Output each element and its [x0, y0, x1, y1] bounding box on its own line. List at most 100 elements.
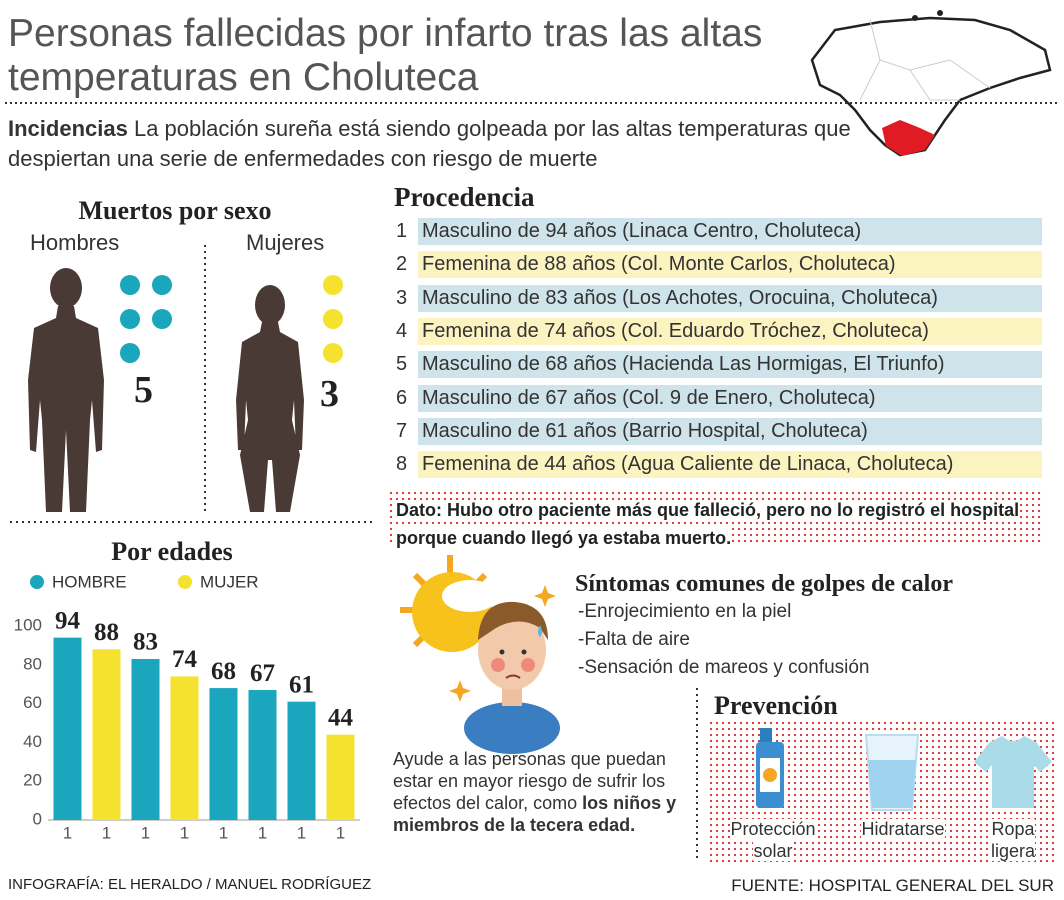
- origin-row: 7 Masculino de 61 años (Barrio Hospital, …: [396, 417, 1046, 445]
- title-line: temperaturas en Choluteca: [8, 56, 479, 99]
- origin-row: 4 Femenina de 74 años (Col. Eduardo Tróch…: [396, 317, 1046, 345]
- intro-text: La población sureña está siendo golpeada…: [8, 116, 851, 171]
- row-number: 4: [396, 319, 408, 342]
- legend-label: MUJER: [200, 572, 259, 591]
- group-label: Mujeres: [246, 230, 325, 255]
- prevention-item: Hidratarse: [843, 818, 963, 840]
- row-number: 1: [396, 220, 408, 242]
- origin-row: 5 Masculino de 68 años (Hacienda Las Horm…: [396, 351, 1046, 379]
- row-number: 7: [396, 419, 408, 442]
- woman-silhouette: [236, 285, 304, 512]
- value-label: 67: [250, 660, 275, 687]
- note-text: Dato: Hubo otro paciente más que falleci…: [396, 500, 1020, 548]
- row-text: Masculino de 67 años (Col. 9 de Enero, C…: [418, 384, 1042, 412]
- group-label: Hombres: [30, 230, 120, 255]
- row-number: 5: [396, 353, 408, 376]
- prevention-label: Ropa ligera: [990, 819, 1036, 861]
- symptom: -Enrojecimiento en la piel: [578, 601, 792, 622]
- value-label: 94: [55, 607, 81, 634]
- origin-row: 3 Masculino de 83 años (Los Achotes, Oroc…: [396, 284, 1046, 312]
- count-dot: [323, 343, 343, 363]
- section-title: Muertos por sexo: [78, 196, 272, 225]
- y-tick-label: 60: [23, 693, 42, 712]
- section-title: Síntomas comunes de golpes de calor: [575, 571, 953, 597]
- row-text: Femenina de 74 años (Col. Eduardo Tróche…: [418, 317, 1042, 345]
- title: Personas fallecidas por infarto tras las…: [8, 12, 762, 100]
- bar: [248, 690, 277, 820]
- origin-row: 2 Femenina de 88 años (Col. Monte Carlos,…: [396, 251, 1046, 279]
- note: Dato: Hubo otro paciente más que falleci…: [388, 490, 1044, 548]
- row-number: 8: [396, 453, 408, 476]
- prevention-label: Hidratarse: [861, 819, 945, 839]
- origin-row: 8 Femenina de 44 años (Agua Caliente de L…: [396, 451, 1046, 479]
- value-label: 88: [94, 619, 119, 646]
- y-tick-label: 80: [23, 654, 42, 673]
- group-count: 5: [134, 369, 153, 411]
- source: FUENTE: HOSPITAL GENERAL DEL SUR: [731, 876, 1054, 895]
- value-label: 83: [133, 629, 158, 656]
- count-dot: [152, 275, 172, 295]
- y-tick-label: 0: [33, 809, 42, 828]
- shirt-icon: [974, 736, 1052, 808]
- symptom: -Sensación de mareos y confusión: [578, 657, 870, 678]
- prevention-item: Ropa ligera: [968, 818, 1058, 862]
- island: [912, 15, 918, 21]
- value-label: 74: [172, 646, 198, 673]
- row-text: Masculino de 83 años (Los Achotes, Orocu…: [418, 284, 1042, 312]
- map-borders: [859, 19, 991, 101]
- row-text: Femenina de 44 años (Agua Caliente de Li…: [418, 451, 1042, 479]
- water-icon: [864, 734, 920, 811]
- heat-illustration: [400, 555, 560, 754]
- chart-title: Por edades: [111, 537, 233, 566]
- island: [937, 10, 943, 16]
- section-title: Prevención: [714, 691, 838, 720]
- row-number: 6: [396, 386, 408, 409]
- sunscreen-icon: [756, 728, 784, 808]
- x-tick-label: 1: [219, 823, 228, 842]
- map-highlight: [882, 120, 935, 156]
- prevention-item: Protección solar: [713, 818, 833, 862]
- value-label: 61: [289, 671, 314, 698]
- advice-text: Ayude a las personas que puedan estar en…: [393, 749, 666, 813]
- group-count: 3: [320, 373, 339, 415]
- value-label: 44: [328, 704, 354, 731]
- row-text: Masculino de 94 años (Linaca Centro, Cho…: [418, 218, 1042, 245]
- x-tick-label: 1: [102, 823, 111, 842]
- value-label: 68: [211, 658, 236, 685]
- bar: [131, 658, 160, 820]
- bar: [53, 637, 82, 820]
- bar: [170, 676, 199, 820]
- y-tick-label: 100: [14, 615, 42, 634]
- legend-label: HOMBRE: [52, 572, 127, 591]
- bar: [326, 734, 355, 820]
- x-tick-label: 1: [141, 823, 150, 842]
- section-title: Procedencia: [394, 182, 535, 212]
- count-dot: [323, 309, 343, 329]
- count-dot: [323, 275, 343, 295]
- bar: [287, 701, 316, 820]
- intro: Incidencias La población sureña está sie…: [8, 114, 908, 174]
- count-dot: [120, 275, 140, 295]
- row-number: 3: [396, 286, 408, 309]
- legend-dot: [30, 575, 44, 589]
- x-tick-label: 1: [336, 823, 345, 842]
- count-dot: [120, 343, 140, 363]
- bar: [209, 688, 238, 820]
- y-tick-label: 40: [23, 732, 42, 751]
- x-tick-label: 1: [258, 823, 267, 842]
- row-number: 2: [396, 253, 408, 276]
- row-text: Masculino de 68 años (Hacienda Las Hormi…: [418, 351, 1042, 379]
- x-tick-label: 1: [180, 823, 189, 842]
- man-silhouette: [28, 268, 104, 512]
- intro-lead: Incidencias: [8, 116, 128, 141]
- x-tick-label: 1: [297, 823, 306, 842]
- origin-row: 1 Masculino de 94 años (Linaca Centro, Ch…: [396, 218, 1046, 245]
- bar: [92, 649, 121, 820]
- prevention-label: Protección solar: [730, 819, 816, 861]
- credit: INFOGRAFÍA: EL HERALDO / MANUEL RODRÍGUE…: [8, 876, 372, 893]
- symptom: -Falta de aire: [578, 629, 690, 650]
- title-line: Personas fallecidas por infarto tras las…: [8, 12, 763, 55]
- count-dot: [152, 309, 172, 329]
